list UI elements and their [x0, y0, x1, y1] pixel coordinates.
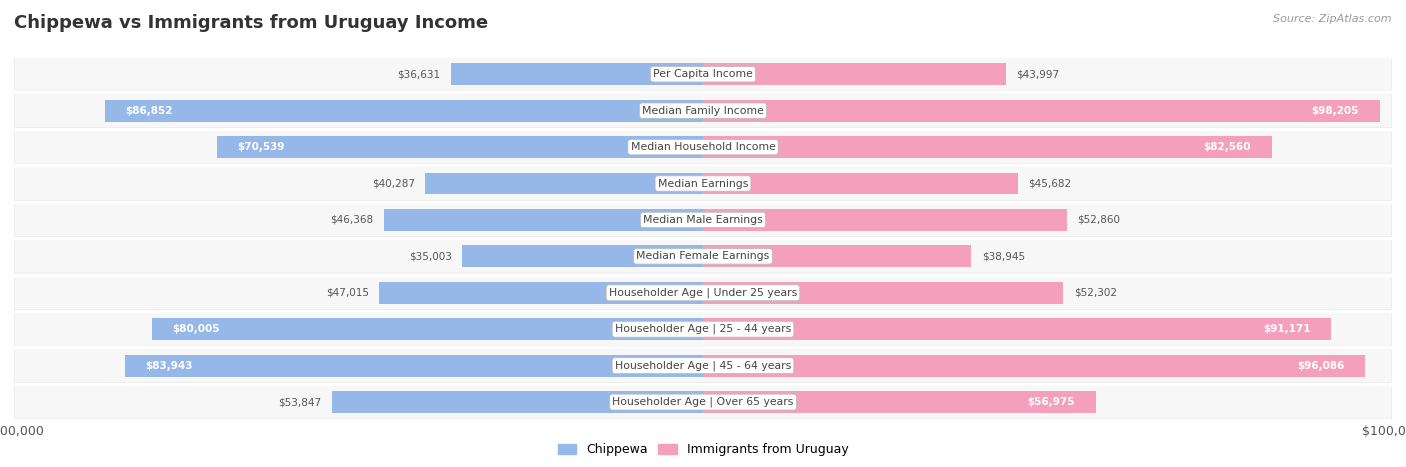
Text: $43,997: $43,997: [1017, 69, 1060, 79]
Text: $38,945: $38,945: [981, 251, 1025, 262]
Text: $98,205: $98,205: [1312, 106, 1360, 116]
Text: Median Family Income: Median Family Income: [643, 106, 763, 116]
Text: Householder Age | Under 25 years: Householder Age | Under 25 years: [609, 288, 797, 298]
Text: Median Earnings: Median Earnings: [658, 178, 748, 189]
Bar: [703, 209, 1067, 231]
Bar: [703, 318, 1331, 340]
Text: $35,003: $35,003: [409, 251, 451, 262]
Text: $46,368: $46,368: [330, 215, 373, 225]
Text: Median Male Earnings: Median Male Earnings: [643, 215, 763, 225]
Bar: [104, 100, 703, 121]
Text: $86,852: $86,852: [125, 106, 173, 116]
Text: Median Household Income: Median Household Income: [630, 142, 776, 152]
Bar: [384, 209, 703, 231]
Text: $52,302: $52,302: [1074, 288, 1116, 298]
FancyBboxPatch shape: [14, 57, 1392, 91]
FancyBboxPatch shape: [14, 240, 1392, 273]
Bar: [703, 355, 1365, 376]
Legend: Chippewa, Immigrants from Uruguay: Chippewa, Immigrants from Uruguay: [553, 439, 853, 461]
Bar: [332, 391, 703, 413]
Text: $45,682: $45,682: [1028, 178, 1071, 189]
Text: Median Female Earnings: Median Female Earnings: [637, 251, 769, 262]
FancyBboxPatch shape: [14, 312, 1392, 346]
Bar: [703, 246, 972, 267]
Bar: [461, 246, 703, 267]
Text: $80,005: $80,005: [173, 324, 219, 334]
FancyBboxPatch shape: [14, 167, 1392, 200]
FancyBboxPatch shape: [14, 276, 1392, 310]
Bar: [451, 64, 703, 85]
Text: $52,860: $52,860: [1077, 215, 1121, 225]
Text: $83,943: $83,943: [145, 361, 193, 371]
Text: Householder Age | 25 - 44 years: Householder Age | 25 - 44 years: [614, 324, 792, 334]
Bar: [125, 355, 703, 376]
Bar: [703, 136, 1272, 158]
Text: $53,847: $53,847: [278, 397, 322, 407]
Bar: [426, 173, 703, 194]
Text: $56,975: $56,975: [1028, 397, 1074, 407]
FancyBboxPatch shape: [14, 385, 1392, 419]
FancyBboxPatch shape: [14, 203, 1392, 237]
Text: Per Capita Income: Per Capita Income: [652, 69, 754, 79]
Bar: [703, 173, 1018, 194]
Text: $36,631: $36,631: [396, 69, 440, 79]
Text: Chippewa vs Immigrants from Uruguay Income: Chippewa vs Immigrants from Uruguay Inco…: [14, 14, 488, 32]
Bar: [703, 282, 1063, 304]
Bar: [380, 282, 703, 304]
Bar: [703, 391, 1095, 413]
Text: Householder Age | Over 65 years: Householder Age | Over 65 years: [612, 397, 794, 407]
Bar: [217, 136, 703, 158]
Bar: [703, 100, 1379, 121]
Text: Source: ZipAtlas.com: Source: ZipAtlas.com: [1274, 14, 1392, 24]
FancyBboxPatch shape: [14, 349, 1392, 382]
FancyBboxPatch shape: [14, 94, 1392, 127]
Bar: [152, 318, 703, 340]
Text: $96,086: $96,086: [1296, 361, 1344, 371]
Text: $70,539: $70,539: [238, 142, 285, 152]
FancyBboxPatch shape: [14, 130, 1392, 164]
Text: Householder Age | 45 - 64 years: Householder Age | 45 - 64 years: [614, 361, 792, 371]
Text: $47,015: $47,015: [326, 288, 368, 298]
Text: $40,287: $40,287: [373, 178, 415, 189]
Bar: [703, 64, 1007, 85]
Text: $82,560: $82,560: [1204, 142, 1251, 152]
Text: $91,171: $91,171: [1263, 324, 1310, 334]
